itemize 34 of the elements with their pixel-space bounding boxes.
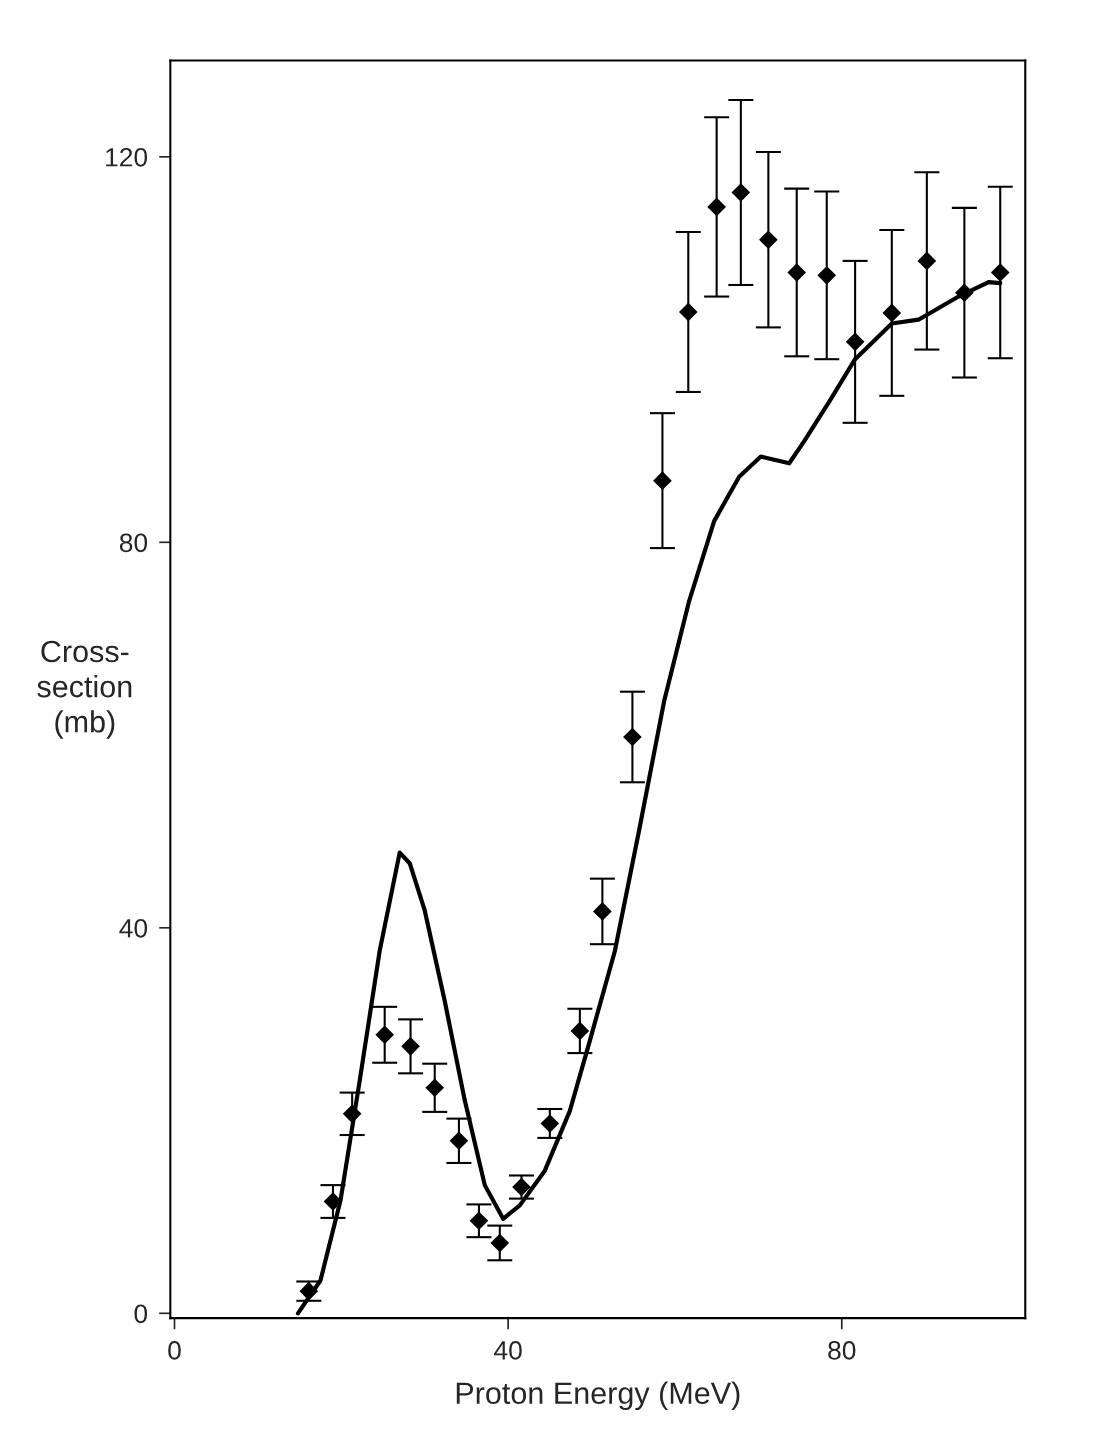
y-tick-label: 80 (119, 533, 148, 553)
point (955, 283, 974, 303)
y-tick-label: 0 (134, 1304, 148, 1324)
point (570, 1021, 590, 1041)
point (707, 197, 726, 217)
point (375, 1025, 394, 1045)
point (342, 1104, 362, 1124)
point (623, 727, 642, 747)
point (540, 1114, 560, 1133)
point (678, 302, 698, 322)
point (845, 332, 865, 352)
x-tick-label: 80 (828, 1341, 856, 1360)
point (917, 251, 937, 271)
point (401, 1037, 420, 1056)
point (449, 1131, 469, 1151)
x-axis-title: Proton Energy (MeV) (456, 1381, 740, 1411)
point (512, 1177, 531, 1197)
x-tick-label: 0 (168, 1341, 181, 1360)
point (990, 263, 1010, 282)
point (323, 1192, 343, 1211)
y-tick-label: 120 (106, 147, 148, 167)
point (653, 471, 672, 490)
point (731, 183, 751, 202)
point (787, 263, 807, 282)
point (425, 1078, 445, 1098)
point (817, 266, 837, 285)
y-tick-label: 40 (119, 918, 148, 938)
x-tick-label: 40 (494, 1341, 522, 1360)
point (490, 1233, 510, 1253)
point (759, 230, 778, 250)
point (593, 902, 612, 921)
point (469, 1211, 489, 1231)
y-axis-title: Cross- section (mb) (37, 640, 132, 739)
point (882, 303, 902, 323)
